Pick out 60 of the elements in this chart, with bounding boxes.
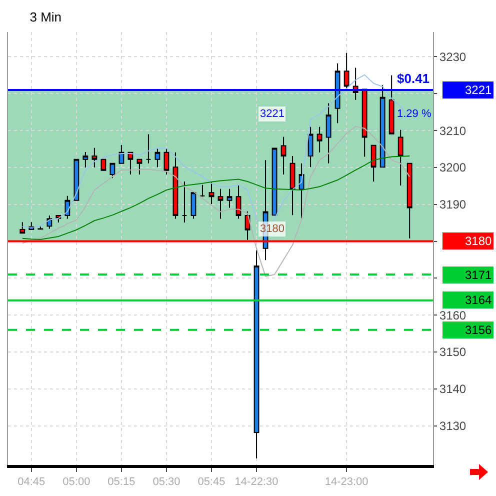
candlestick [164,148,170,175]
y-tick-label: 3160 [439,308,466,322]
candlestick [272,148,278,216]
candlestick [406,162,412,239]
ref-line-label: 3180 [464,234,492,248]
annotation: $0.41 [397,71,430,86]
candlestick [236,185,242,220]
y-tick-label: 3140 [439,382,466,396]
candlestick [280,136,286,175]
candlestick [370,144,376,182]
candlestick [362,88,368,158]
x-tick-label: 14-23:00 [324,476,368,488]
candlestick [326,102,332,164]
y-tick-label: 3210 [439,124,466,138]
y-tick-label: 3200 [439,160,466,175]
candlestick [226,188,232,208]
candlestick [290,156,296,216]
candlestick [92,147,98,168]
y-tick-label: 3150 [439,345,466,360]
y-tick-label: 3190 [439,198,466,212]
y-tick-label: 3230 [439,50,466,64]
annotation: 3221 [260,108,284,120]
candlestick [218,188,224,220]
candlestick [200,184,206,198]
candlestick [344,52,350,90]
candlestick [82,151,88,168]
ref-line-label: 3221 [464,83,492,97]
candlestick [308,126,314,168]
ref-line-label: 3164 [464,293,492,307]
line-series [22,126,410,277]
candlestick [190,192,196,220]
chart-title: 3 Min [30,10,62,24]
candlestick [388,74,394,134]
x-tick-label: 05:30 [152,476,180,488]
candlestick [74,158,80,201]
x-tick-label: 14-22:30 [234,476,278,488]
x-tick-label: 04:45 [18,476,46,488]
candlestick [316,126,322,153]
annotation: 3180 [260,223,284,235]
candlestick [20,222,26,234]
candlestick [154,148,160,168]
candlestick [182,181,188,223]
ref-line-label: 3171 [464,268,492,282]
x-tick-label: 05:00 [62,476,90,488]
candlestick [110,162,116,179]
annotation: 1.29 % [397,108,432,120]
candlestick [398,129,404,186]
x-tick-label: 05:45 [198,476,226,488]
candlestick [172,152,178,220]
line-series [22,156,410,240]
candlestick [334,62,340,124]
candlestick [380,84,386,168]
candlestick [64,195,70,220]
candlestick [136,158,142,175]
y-tick-label: 3130 [439,419,466,434]
candlestick [100,158,106,171]
x-tick-label: 05:15 [108,476,136,488]
candlestick [208,181,214,205]
ref-line-label: 3156 [464,323,492,337]
candlestick [146,134,152,164]
